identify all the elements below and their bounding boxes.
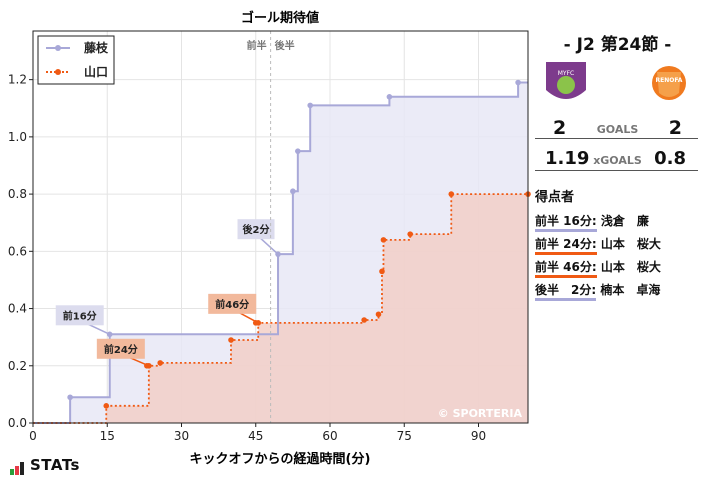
match-title: - J2 第24節 - — [563, 35, 672, 55]
away-xg: 0.8 — [654, 148, 686, 169]
scorer-name: 楠本 卓海 — [596, 283, 661, 297]
data-point — [407, 231, 413, 237]
y-tick-label: 0.4 — [8, 302, 27, 316]
y-tick-label: 1.2 — [8, 73, 27, 87]
y-tick-label: 0.0 — [8, 416, 27, 430]
goal-annotation: 後2分 — [243, 223, 270, 236]
stats-logo-icon — [10, 457, 25, 475]
goals-label: GOALS — [596, 123, 639, 136]
legend-label: 山口 — [84, 64, 108, 79]
plot-frame — [32, 30, 529, 424]
goal-annotation: 前24分 — [104, 343, 138, 356]
x-axis-label: キックオフからの経過時間(分) — [190, 451, 371, 467]
scorer-row: 前半 46分: 山本 桜大 — [535, 258, 661, 278]
away-goals: 2 — [668, 117, 682, 139]
team-badges: MYFC RENOFA — [546, 62, 686, 100]
data-point — [146, 362, 152, 369]
x-tick-label: 30 — [174, 429, 189, 443]
scorer-row: 前半 16分: 浅倉 廉 — [535, 212, 649, 232]
xg-row: 1.19 xGOALS 0.8 — [535, 148, 700, 172]
scorer-name: 山本 桜大 — [596, 237, 661, 251]
legend-marker — [55, 45, 61, 51]
scorer-time: 前半 24分: — [535, 235, 597, 255]
data-point — [157, 360, 164, 366]
watermark: © SPORTERIA — [438, 407, 523, 420]
scorer-time: 前半 16分: — [535, 212, 597, 232]
scorer-row: 前半 24分: 山本 桜大 — [535, 235, 661, 255]
data-point — [290, 188, 296, 195]
away-team-badge: RENOFA — [652, 66, 686, 100]
data-point — [379, 268, 385, 275]
legend-box — [37, 35, 115, 85]
goal-annotation: 前16分 — [63, 309, 97, 322]
data-point — [307, 102, 314, 109]
data-point — [448, 191, 455, 197]
scorer-name: 浅倉 廉 — [596, 214, 649, 228]
goal-annotation: 前46分 — [215, 298, 249, 311]
goals-row: 2 GOALS 2 — [535, 117, 700, 141]
x-tick-label: 60 — [322, 429, 337, 443]
annotation-box — [237, 219, 275, 240]
stats-logo: STATs — [10, 456, 80, 475]
annotation-box — [55, 305, 104, 326]
data-point — [515, 79, 521, 86]
y-tick-label: 0.8 — [8, 187, 27, 201]
data-point — [228, 337, 234, 343]
svg-text:MYFC: MYFC — [558, 70, 574, 77]
scorer-time: 前半 46分: — [535, 258, 597, 278]
legend-marker — [55, 69, 61, 75]
data-point — [103, 403, 110, 409]
data-point — [380, 237, 387, 243]
home-xg: 1.19 — [545, 148, 590, 169]
home-team-badge: MYFC — [546, 62, 586, 99]
data-point — [386, 94, 393, 100]
second-half-label: 後半 — [275, 39, 295, 52]
y-tick-label: 0.2 — [8, 359, 27, 373]
stats-logo-text: STATs — [30, 456, 80, 474]
data-point — [295, 148, 301, 154]
data-point — [361, 317, 367, 323]
legend-label: 藤枝 — [83, 40, 109, 55]
chart-title: ゴール期待値 — [241, 10, 319, 26]
annotation-box — [96, 338, 145, 359]
x-tick-label: 15 — [100, 429, 115, 443]
svg-text:RENOFA: RENOFA — [656, 77, 683, 84]
divider — [535, 170, 698, 171]
home-goals: 2 — [553, 117, 567, 139]
x-tick-label: 90 — [471, 429, 486, 443]
y-tick-label: 1.0 — [8, 130, 27, 144]
xg-label: xGOALS — [593, 154, 642, 167]
scorers-title: 得点者 — [535, 190, 575, 205]
first-half-label: 前半 — [247, 39, 267, 52]
x-tick-label: 45 — [248, 429, 263, 443]
data-point — [375, 311, 382, 318]
annotation-box — [208, 293, 257, 314]
x-tick-label: 0 — [29, 429, 37, 443]
divider — [535, 138, 698, 139]
scorer-time: 後半 2分: — [535, 281, 597, 301]
scorer-row: 後半 2分: 楠本 卓海 — [535, 281, 660, 301]
scorer-name: 山本 桜大 — [596, 260, 661, 274]
data-point — [67, 394, 73, 401]
y-tick-label: 0.6 — [8, 244, 27, 258]
x-tick-label: 75 — [397, 429, 412, 443]
